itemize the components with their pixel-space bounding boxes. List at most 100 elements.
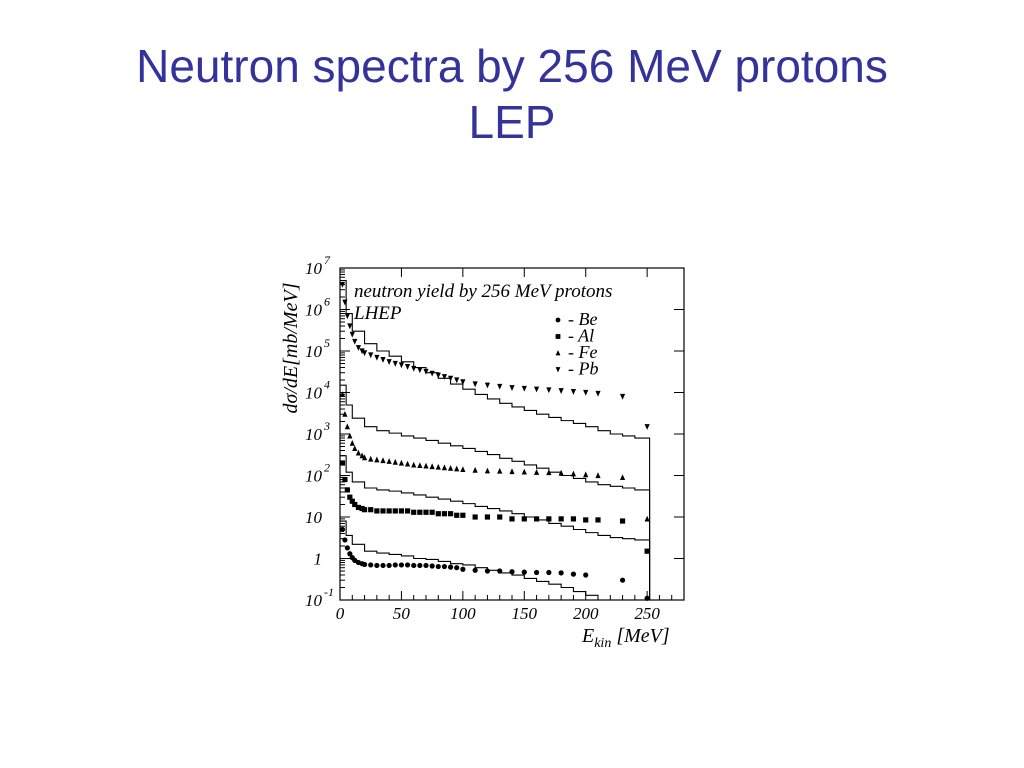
data-point-al-22 (447, 511, 454, 517)
data-point-al-6 (355, 504, 362, 511)
data-point-fe-2 (344, 423, 350, 430)
data-point-fe-25 (472, 466, 478, 473)
y-tick-label-4: 10 (305, 425, 323, 444)
y-tick-exponent-5: 4 (324, 378, 330, 392)
data-point-pb-16 (411, 365, 417, 372)
data-point-pb-36 (619, 393, 626, 400)
data-point-pb-29 (521, 385, 527, 392)
data-point-be-11 (380, 562, 386, 569)
data-point-pb-35 (595, 390, 601, 397)
data-point-fe-6 (355, 449, 362, 456)
data-point-pb-28 (509, 385, 515, 391)
y-axis-label: dσ/dE[mb/MeV] (280, 283, 302, 414)
data-point-pb-20 (435, 372, 441, 379)
data-point-fe-4 (349, 440, 355, 446)
data-point-pb-14 (398, 362, 405, 369)
data-point-be-31 (546, 569, 552, 576)
data-point-al-1 (342, 476, 348, 483)
data-point-be-14 (398, 562, 405, 568)
data-point-pb-1 (342, 299, 348, 306)
data-point-fe-13 (392, 458, 398, 465)
x-tick-label-250: 250 (634, 604, 660, 623)
data-point-fe-0 (339, 391, 346, 397)
data-point-pb-24 (460, 379, 466, 386)
x-tick-label-100: 100 (450, 604, 476, 623)
data-point-pb-30 (533, 386, 540, 393)
data-point-al-25 (472, 514, 478, 520)
legend-marker-al (555, 334, 561, 339)
data-point-al-14 (398, 508, 405, 514)
data-point-pb-21 (441, 374, 448, 380)
data-point-be-18 (423, 562, 429, 569)
data-point-al-23 (454, 512, 460, 518)
data-point-al-5 (352, 501, 358, 508)
data-point-pb-34 (583, 389, 589, 396)
data-point-al-26 (484, 514, 491, 520)
data-point-fe-23 (454, 465, 460, 472)
data-point-fe-8 (361, 454, 368, 461)
data-point-fe-33 (570, 470, 577, 477)
data-point-al-9 (368, 507, 374, 513)
data-point-al-16 (411, 509, 417, 515)
data-point-fe-34 (583, 471, 589, 478)
data-point-al-19 (429, 509, 435, 515)
y-tick-exponent-4: 3 (323, 419, 330, 433)
data-point-pb-26 (484, 382, 491, 389)
data-point-al-20 (435, 511, 441, 517)
data-point-al-31 (546, 516, 552, 522)
data-point-al-4 (349, 498, 355, 504)
data-point-fe-12 (386, 458, 392, 464)
data-point-fe-36 (619, 474, 626, 480)
y-tick-label-5: 10 (305, 384, 323, 403)
data-point-al-17 (417, 509, 423, 515)
data-point-fe-19 (429, 463, 435, 470)
data-point-pb-0 (339, 281, 346, 288)
legend-marker-pb (555, 367, 561, 373)
data-point-pb-15 (404, 364, 411, 370)
data-point-al-32 (558, 516, 564, 522)
data-point-be-20 (435, 563, 441, 570)
data-point-be-25 (472, 567, 478, 573)
data-point-be-1 (342, 537, 348, 543)
data-point-be-21 (441, 563, 448, 570)
data-point-al-24 (460, 512, 466, 518)
data-point-pb-12 (386, 359, 392, 365)
data-point-pb-5 (352, 338, 358, 345)
data-point-al-15 (404, 508, 411, 514)
data-point-fe-1 (342, 410, 348, 417)
y-tick-label-2: 10 (305, 508, 323, 527)
data-point-be-29 (521, 569, 527, 575)
legend-label-pb: - Pb (568, 359, 599, 379)
data-point-fe-28 (509, 468, 515, 475)
data-point-pb-11 (380, 357, 386, 363)
data-point-al-30 (533, 516, 540, 522)
data-point-al-37 (644, 548, 650, 554)
model-curve-al (340, 455, 651, 600)
slide-title-line-2: LEP (468, 96, 556, 148)
y-tick-label-0: 10 (305, 591, 323, 610)
data-point-al-28 (509, 516, 515, 522)
data-point-fe-5 (352, 445, 358, 451)
data-point-be-8 (361, 561, 368, 568)
data-point-be-16 (411, 562, 417, 569)
data-point-al-2 (344, 487, 350, 493)
x-tick-label-150: 150 (512, 604, 538, 623)
data-point-fe-14 (398, 459, 405, 466)
data-point-fe-20 (435, 463, 441, 470)
data-point-al-10 (374, 508, 380, 514)
data-point-pb-18 (423, 368, 429, 375)
data-point-fe-31 (546, 469, 552, 476)
data-point-pb-37 (644, 424, 650, 430)
y-tick-label-3: 10 (305, 467, 323, 486)
data-point-be-19 (429, 563, 435, 569)
data-point-be-33 (570, 571, 577, 577)
data-point-be-24 (460, 566, 466, 572)
data-point-fe-21 (441, 464, 448, 471)
y-tick-exponent-3: 2 (324, 461, 330, 475)
data-point-pb-17 (417, 367, 423, 374)
data-point-fe-9 (368, 455, 374, 462)
chart-subtitle: LHEP (353, 303, 402, 324)
data-point-fe-29 (521, 468, 527, 475)
data-point-al-34 (583, 517, 589, 523)
